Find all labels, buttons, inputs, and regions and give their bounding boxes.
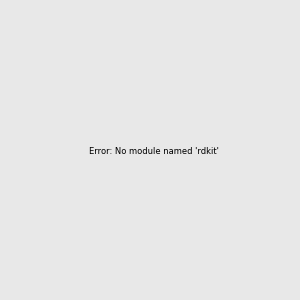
Text: Error: No module named 'rdkit': Error: No module named 'rdkit' <box>89 147 219 156</box>
